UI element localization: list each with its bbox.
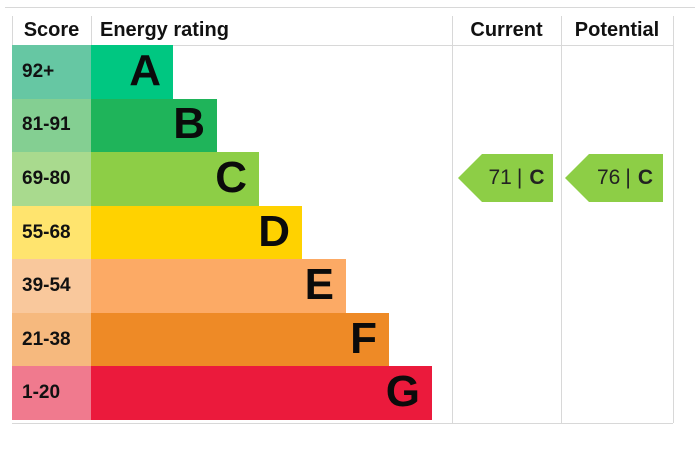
rating-bar-b: B <box>91 98 217 153</box>
current-column-header: Current <box>470 19 543 41</box>
energy-rating-column-header: Energy rating <box>100 19 229 41</box>
rating-bar-d: D <box>91 205 302 260</box>
rating-bar-f: F <box>91 312 389 367</box>
grade-letter: A <box>129 45 161 95</box>
top-rule <box>5 7 695 8</box>
epc-row-d: 55-68 D <box>12 205 432 260</box>
grade-letter: B <box>173 99 205 149</box>
current-rating-arrow: 71 | C <box>458 154 553 202</box>
potential-rating-value: 76 <box>597 166 621 189</box>
score-range-label: 92+ <box>12 45 91 99</box>
grade-letter: D <box>258 206 290 256</box>
score-range-label: 1-20 <box>12 366 91 421</box>
rating-bar-c: C <box>91 152 259 206</box>
current-rating-band: C <box>529 166 545 189</box>
epc-row-b: 81-91 B <box>12 98 432 153</box>
bottom-rule <box>12 423 673 424</box>
epc-row-e: 39-54 E <box>12 259 432 313</box>
header-underline <box>12 45 673 46</box>
epc-row-a: 92+ A <box>12 45 432 99</box>
epc-row-f: 21-38 F <box>12 312 432 367</box>
current-column-divider <box>452 16 453 423</box>
rating-bar-e: E <box>91 259 346 313</box>
potential-column-header: Potential <box>574 19 660 41</box>
grade-letter: C <box>215 152 247 202</box>
potential-rating-separator: | <box>625 166 631 189</box>
score-range-label: 39-54 <box>12 259 91 313</box>
epc-row-g: 1-20 G <box>12 366 432 421</box>
potential-column-divider <box>561 16 562 423</box>
grade-letter: E <box>304 260 334 310</box>
score-range-label: 21-38 <box>12 312 91 367</box>
table-right-border <box>673 16 674 423</box>
grade-letter: G <box>385 367 420 417</box>
table-left-border <box>12 16 13 45</box>
grade-letter: F <box>350 313 377 363</box>
score-range-label: 81-91 <box>12 98 91 153</box>
rating-bar-g: G <box>91 366 432 421</box>
epc-row-c: 69-80 C <box>12 152 432 206</box>
current-rating-separator: | <box>516 166 523 189</box>
rating-bands: 92+ A 81-91 B 69-80 C 55-68 D 39-54 E 21-38 F 1-20 G <box>12 45 432 421</box>
current-rating-value: 71 <box>488 166 512 189</box>
score-column-header: Score <box>23 19 80 41</box>
potential-rating-arrow: 76 | C <box>565 154 663 202</box>
potential-rating-band: C <box>637 166 653 189</box>
score-column-divider <box>91 16 92 45</box>
score-range-label: 55-68 <box>12 205 91 260</box>
rating-bar-a: A <box>91 45 173 99</box>
score-range-label: 69-80 <box>12 152 91 206</box>
